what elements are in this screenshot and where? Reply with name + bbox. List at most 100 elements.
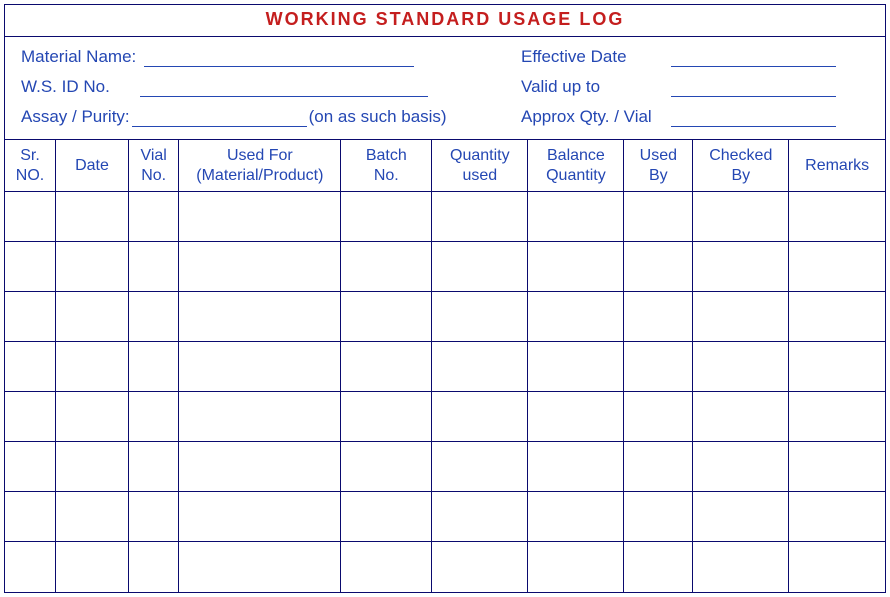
table-cell[interactable]: [5, 542, 56, 592]
table-cell[interactable]: [528, 192, 624, 242]
col-header-5: Quantityused: [432, 140, 528, 192]
table-cell[interactable]: [624, 192, 693, 242]
table-cell[interactable]: [341, 542, 432, 592]
table-cell[interactable]: [789, 542, 885, 592]
table-cell[interactable]: [432, 542, 528, 592]
table-cell[interactable]: [56, 292, 129, 342]
col-header-1: Date: [56, 140, 129, 192]
effective-date-field[interactable]: [671, 49, 836, 67]
table-cell[interactable]: [528, 542, 624, 592]
table-cell[interactable]: [789, 492, 885, 542]
table-cell[interactable]: [528, 392, 624, 442]
table-cell[interactable]: [341, 292, 432, 342]
table-cell[interactable]: [56, 342, 129, 392]
col-header-6: BalanceQuantity: [528, 140, 624, 192]
table-cell[interactable]: [432, 492, 528, 542]
table-cell[interactable]: [432, 292, 528, 342]
table-cell[interactable]: [128, 192, 179, 242]
table-cell[interactable]: [693, 542, 789, 592]
table-cell[interactable]: [128, 542, 179, 592]
table-cell[interactable]: [693, 242, 789, 292]
table-cell[interactable]: [693, 492, 789, 542]
table-cell[interactable]: [693, 292, 789, 342]
table-cell[interactable]: [789, 392, 885, 442]
table-cell[interactable]: [432, 242, 528, 292]
table-cell[interactable]: [128, 342, 179, 392]
table-cell[interactable]: [789, 442, 885, 492]
material-name-field[interactable]: [144, 49, 414, 67]
table-cell[interactable]: [5, 492, 56, 542]
table-row: [5, 242, 885, 292]
table-cell[interactable]: [341, 242, 432, 292]
header-fields: Material Name: Effective Date W.S. ID No…: [5, 37, 885, 139]
table-cell[interactable]: [341, 342, 432, 392]
title-bar: WORKING STANDARD USAGE LOG: [5, 5, 885, 37]
table-cell[interactable]: [5, 192, 56, 242]
table-cell[interactable]: [432, 442, 528, 492]
table-cell[interactable]: [693, 192, 789, 242]
table-cell[interactable]: [528, 492, 624, 542]
col-header-4: BatchNo.: [341, 140, 432, 192]
table-cell[interactable]: [128, 442, 179, 492]
table-cell[interactable]: [624, 542, 693, 592]
table-cell[interactable]: [179, 292, 341, 342]
table-cell[interactable]: [693, 392, 789, 442]
table-cell[interactable]: [528, 342, 624, 392]
table-cell[interactable]: [341, 192, 432, 242]
table-cell[interactable]: [624, 442, 693, 492]
table-cell[interactable]: [624, 342, 693, 392]
table-cell[interactable]: [179, 392, 341, 442]
table-row: [5, 292, 885, 342]
ws-id-field[interactable]: [140, 79, 428, 97]
usage-log-form: WORKING STANDARD USAGE LOG Material Name…: [4, 4, 886, 593]
table-cell[interactable]: [56, 442, 129, 492]
table-cell[interactable]: [5, 242, 56, 292]
table-cell[interactable]: [179, 542, 341, 592]
table-cell[interactable]: [128, 242, 179, 292]
table-cell[interactable]: [128, 392, 179, 442]
usage-log-table: Sr.NO.DateVialNo.Used For(Material/Produ…: [5, 139, 885, 592]
table-cell[interactable]: [528, 292, 624, 342]
table-cell[interactable]: [341, 442, 432, 492]
table-cell[interactable]: [56, 542, 129, 592]
table-cell[interactable]: [56, 242, 129, 292]
table-cell[interactable]: [128, 292, 179, 342]
table-cell[interactable]: [624, 242, 693, 292]
table-row: [5, 392, 885, 442]
table-cell[interactable]: [56, 392, 129, 442]
table-cell[interactable]: [789, 242, 885, 292]
table-cell[interactable]: [128, 492, 179, 542]
table-cell[interactable]: [5, 392, 56, 442]
table-cell[interactable]: [179, 492, 341, 542]
table-cell[interactable]: [693, 442, 789, 492]
valid-upto-field[interactable]: [671, 79, 836, 97]
table-cell[interactable]: [179, 192, 341, 242]
table-cell[interactable]: [432, 192, 528, 242]
table-cell[interactable]: [528, 442, 624, 492]
table-cell[interactable]: [341, 392, 432, 442]
table-cell[interactable]: [693, 342, 789, 392]
table-cell[interactable]: [5, 342, 56, 392]
table-cell[interactable]: [5, 292, 56, 342]
table-cell[interactable]: [789, 342, 885, 392]
table-cell[interactable]: [56, 192, 129, 242]
col-header-3: Used For(Material/Product): [179, 140, 341, 192]
table-cell[interactable]: [432, 342, 528, 392]
table-cell[interactable]: [341, 492, 432, 542]
table-cell[interactable]: [528, 242, 624, 292]
table-cell[interactable]: [789, 192, 885, 242]
table-cell[interactable]: [56, 492, 129, 542]
table-cell[interactable]: [789, 292, 885, 342]
table-cell[interactable]: [179, 442, 341, 492]
table-cell[interactable]: [624, 292, 693, 342]
table-cell[interactable]: [432, 392, 528, 442]
table-cell[interactable]: [179, 342, 341, 392]
table-cell[interactable]: [624, 392, 693, 442]
approx-qty-field[interactable]: [671, 109, 836, 127]
table-cell[interactable]: [5, 442, 56, 492]
effective-date-label: Effective Date: [521, 47, 671, 67]
assay-field[interactable]: [132, 109, 307, 127]
table-cell[interactable]: [179, 242, 341, 292]
table-cell[interactable]: [624, 492, 693, 542]
assay-label: Assay / Purity:: [21, 107, 130, 127]
